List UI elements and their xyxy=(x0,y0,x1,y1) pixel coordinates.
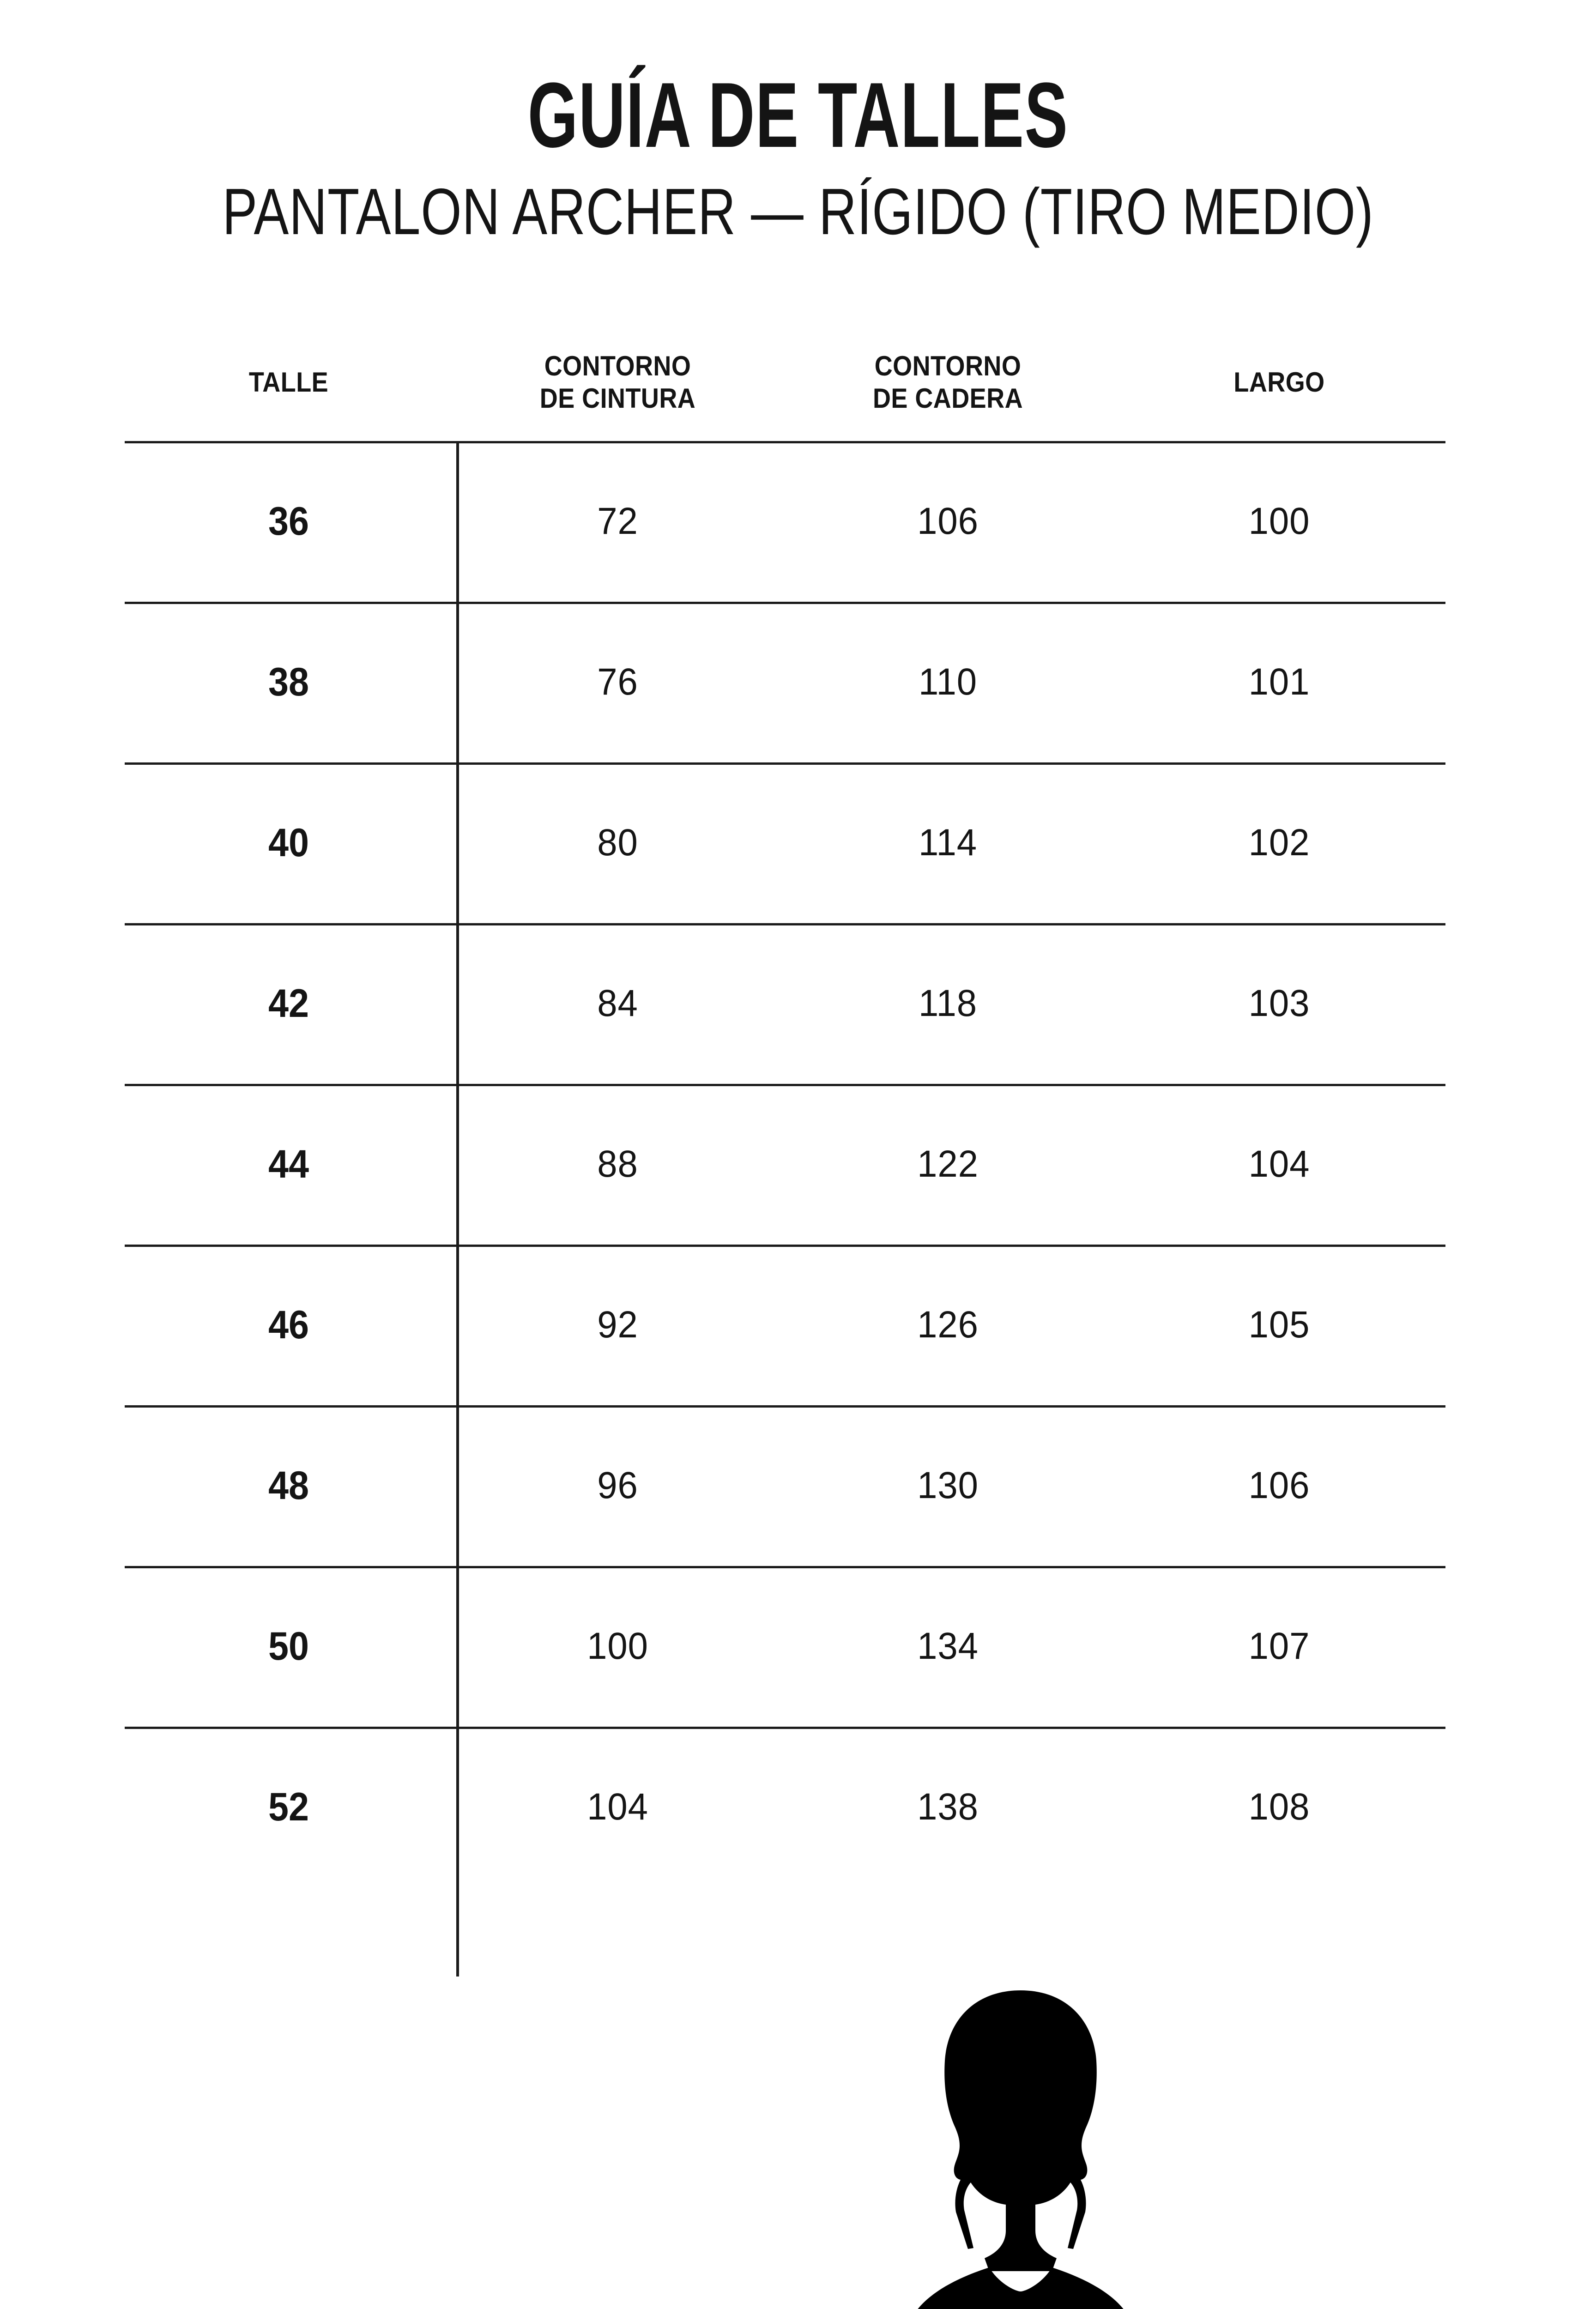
cell-contorno-cadera: 106 xyxy=(917,500,979,542)
cell-largo: 106 xyxy=(1248,1464,1310,1506)
row-separator xyxy=(125,441,1445,443)
cell-contorno-cintura: 72 xyxy=(597,500,638,542)
cell-contorno-cintura: 76 xyxy=(597,661,638,703)
table-row: 40 80 114 102 xyxy=(125,762,1445,923)
row-separator xyxy=(125,1566,1445,1568)
cell-contorno-cadera: 138 xyxy=(917,1786,979,1828)
cell-largo: 104 xyxy=(1248,1143,1310,1185)
cell-contorno-cintura: 96 xyxy=(597,1464,638,1506)
cell-talle: 46 xyxy=(268,1303,309,1347)
cell-largo: 103 xyxy=(1248,982,1310,1024)
cell-largo: 100 xyxy=(1248,500,1310,542)
table-row: 44 88 122 104 xyxy=(125,1084,1445,1245)
row-separator xyxy=(125,1727,1445,1729)
page-title: GUÍA DE TALLES xyxy=(527,64,1069,167)
column-header-talle: TALLE xyxy=(248,366,329,398)
cell-contorno-cadera: 130 xyxy=(917,1464,979,1506)
cell-talle: 40 xyxy=(268,821,309,865)
cell-contorno-cintura: 88 xyxy=(597,1143,638,1185)
cell-contorno-cadera: 122 xyxy=(917,1143,979,1185)
cell-largo: 102 xyxy=(1248,822,1310,864)
cell-talle: 44 xyxy=(268,1142,309,1186)
row-separator xyxy=(125,923,1445,925)
table-header-row: TALLE CONTORNO DE CINTURA CONTORNO DE CA… xyxy=(125,323,1445,441)
cell-talle: 42 xyxy=(268,981,309,1026)
column-header-contorno-cintura: CONTORNO DE CINTURA xyxy=(539,350,696,414)
page-header: GUÍA DE TALLES PANTALON ARCHER — RÍGIDO … xyxy=(0,0,1596,247)
column-header-largo: LARGO xyxy=(1233,366,1325,398)
cell-largo: 108 xyxy=(1248,1786,1310,1828)
row-separator xyxy=(125,762,1445,765)
female-body-silhouette xyxy=(776,1972,1265,2309)
cell-contorno-cadera: 110 xyxy=(918,661,978,703)
cell-contorno-cadera: 114 xyxy=(918,822,978,864)
cell-largo: 105 xyxy=(1248,1304,1310,1346)
cell-contorno-cadera: 126 xyxy=(917,1304,979,1346)
cell-contorno-cintura: 92 xyxy=(597,1304,638,1346)
table-row: 52 104 138 108 xyxy=(125,1727,1445,1887)
table-row: 42 84 118 103 xyxy=(125,923,1445,1084)
cell-talle: 52 xyxy=(268,1785,309,1829)
cell-largo: 107 xyxy=(1248,1625,1310,1667)
cell-talle: 38 xyxy=(268,660,309,704)
size-table: TALLE CONTORNO DE CINTURA CONTORNO DE CA… xyxy=(125,323,1445,1977)
cell-talle: 50 xyxy=(268,1624,309,1668)
cell-contorno-cintura: 84 xyxy=(597,982,638,1024)
cell-contorno-cadera: 118 xyxy=(918,982,978,1024)
cell-contorno-cintura: 80 xyxy=(597,822,638,864)
table-row: 48 96 130 106 xyxy=(125,1405,1445,1566)
table-row: 38 76 110 101 xyxy=(125,602,1445,762)
cell-contorno-cadera: 134 xyxy=(917,1625,979,1667)
table-row: 46 92 126 105 xyxy=(125,1245,1445,1405)
row-separator xyxy=(125,1245,1445,1247)
cell-talle: 48 xyxy=(268,1463,309,1508)
table-row: 36 72 106 100 xyxy=(125,441,1445,602)
row-separator xyxy=(125,1405,1445,1408)
cell-talle: 36 xyxy=(268,499,309,544)
page-subtitle: PANTALON ARCHER — RÍGIDO (TIRO MEDIO) xyxy=(222,175,1374,248)
cell-largo: 101 xyxy=(1248,661,1310,703)
table-row: 50 100 134 107 xyxy=(125,1566,1445,1727)
row-separator xyxy=(125,1084,1445,1086)
row-separator xyxy=(125,602,1445,604)
cell-contorno-cintura: 104 xyxy=(587,1786,648,1828)
column-header-contorno-cadera: CONTORNO DE CADERA xyxy=(872,350,1023,414)
table-vertical-divider xyxy=(456,441,459,1977)
cell-contorno-cintura: 100 xyxy=(587,1625,648,1667)
